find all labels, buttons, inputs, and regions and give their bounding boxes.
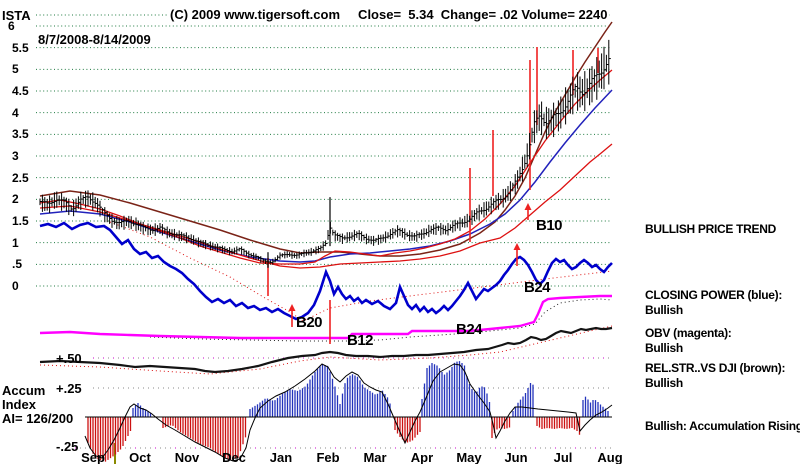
date-range: 8/7/2008-8/14/2009	[38, 32, 151, 47]
x-axis-month-label: Mar	[363, 450, 387, 464]
obv-line	[39, 294, 612, 340]
signal-arrow-head	[288, 304, 296, 311]
x-axis-month-label: Jul	[553, 450, 573, 464]
y-axis-label: 4	[12, 105, 19, 120]
signal-label-b20: B20	[296, 314, 323, 331]
relative-strength-label: REL.STR..VS DJI (brown):	[645, 361, 786, 375]
signal-label-b24: B24	[524, 279, 551, 296]
y-axis-label: 5	[12, 62, 19, 77]
y-axis-label: .5	[12, 257, 23, 272]
x-axis-month-label: May	[456, 450, 482, 464]
y-axis-label: 4.5	[12, 84, 29, 98]
ticker-symbol: ISTA	[2, 8, 31, 23]
relative-strength-status: Bullish	[645, 376, 683, 390]
x-axis-month-label: Nov	[174, 450, 200, 464]
obv-dotted-trend	[149, 298, 613, 342]
upper-band-brown	[39, 21, 613, 257]
x-axis-month-label: Dec	[222, 450, 246, 464]
y-axis-label: 6	[8, 19, 15, 33]
axis-label-plus50: +.50	[56, 351, 82, 366]
accumulation-status: Bullish: Accumulation Rising	[645, 419, 800, 433]
obv-label: OBV (magenta):	[645, 326, 732, 340]
y-axis-label: 1	[12, 235, 19, 250]
y-axis-label: 5.5	[12, 40, 29, 55]
closing-power-line	[39, 221, 613, 321]
x-axis-month-label: Jan	[269, 450, 293, 464]
signal-arrow-head	[524, 203, 532, 210]
obv-status: Bullish	[645, 341, 683, 355]
x-axis-month-label: Sep	[81, 450, 105, 464]
accum-label: Accum	[2, 383, 46, 398]
x-axis-month-label: Aug	[597, 450, 623, 464]
ai-average-line	[84, 363, 613, 462]
y-axis-label: 3.5	[12, 127, 29, 142]
signal-label-b12: B12	[347, 332, 374, 349]
closing-power-dotted-trend	[109, 221, 613, 322]
x-axis-month-label: Apr	[410, 450, 434, 464]
x-axis-month-label: Feb	[316, 450, 340, 464]
signal-label-b24: B24	[456, 321, 483, 338]
y-axis-label: 1.5	[12, 214, 29, 228]
x-axis-month-label: Oct	[129, 450, 151, 464]
closing-power-status: Bullish	[645, 303, 683, 317]
x-axis-month-label: Jun	[504, 450, 528, 464]
price-trend-status: BULLISH PRICE TREND	[645, 222, 776, 236]
signal-label-b10: B10	[536, 217, 563, 234]
red-fast-moving-average	[39, 69, 613, 265]
relstr-dotted-trend	[39, 325, 613, 375]
signal-arrow-head	[513, 243, 521, 250]
chart-title: (C) 2009 www.tigersoft.com Close= 5.34 C…	[168, 7, 610, 22]
y-axis-label: 2	[12, 192, 19, 207]
index-label: Index	[2, 397, 36, 412]
y-axis-label: 2.5	[12, 170, 29, 185]
y-axis-label: 0	[12, 279, 19, 293]
y-axis-label: 3	[12, 149, 19, 163]
axis-label-minus25: -.25	[56, 439, 79, 454]
red-slow-moving-average	[39, 143, 613, 269]
closing-power-label: CLOSING POWER (blue):	[645, 288, 783, 302]
axis-label-plus25: +.25	[56, 381, 82, 396]
ai-value-label: AI= 126/200	[2, 411, 74, 426]
relative-strength-line	[39, 326, 613, 374]
